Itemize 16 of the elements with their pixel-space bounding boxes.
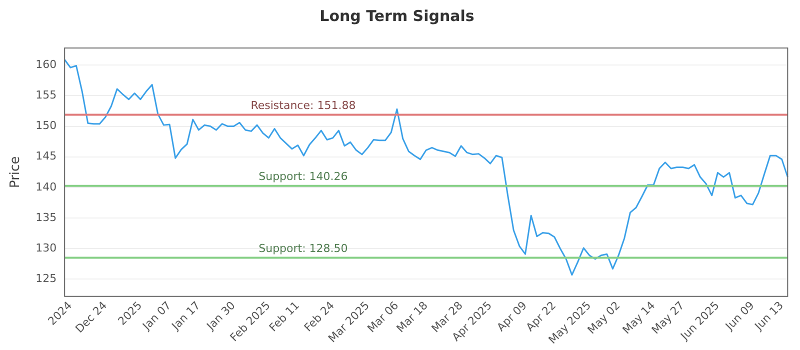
- y-tick-label: 145: [36, 150, 57, 163]
- chart-title: Long Term Signals: [320, 6, 474, 25]
- x-tick-label: Dec 24: [72, 298, 110, 336]
- y-tick-label: 160: [36, 58, 57, 71]
- y-tick-label: 125: [36, 272, 57, 286]
- ref-line-label: Support: 128.50: [258, 242, 348, 256]
- y-tick-label: 140: [36, 180, 57, 194]
- x-tick-label: Jan 17: [168, 298, 203, 334]
- x-tick-label: Jun 13: [752, 298, 786, 334]
- y-tick-label: 155: [36, 88, 57, 102]
- ref-line-label: Support: 140.26: [258, 170, 348, 184]
- y-tick-label: 130: [36, 241, 57, 254]
- y-tick-label: 150: [36, 119, 57, 132]
- y-axis-title: Price: [8, 156, 24, 188]
- ref-line-label: Resistance: 151.88: [250, 99, 356, 112]
- y-tick-label: 135: [36, 210, 57, 224]
